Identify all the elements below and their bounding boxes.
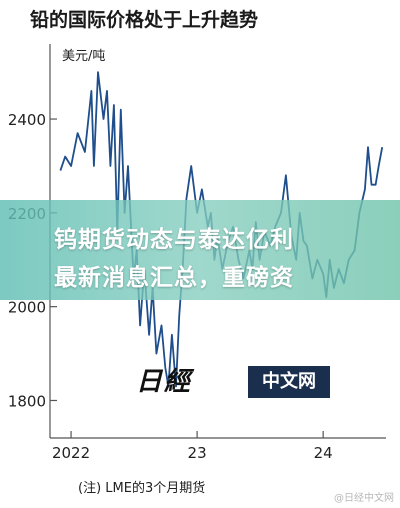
y-axis-unit-label: 美元/吨	[62, 49, 105, 64]
y-tick-label: 1800	[8, 392, 46, 410]
chart-footnote: (注) LME的3个月期货	[78, 480, 205, 496]
x-tick-label: 2022	[52, 444, 90, 462]
overlay-banner	[0, 200, 400, 300]
chart-title: 铅的国际价格处于上升趋势	[30, 8, 258, 31]
nikkei-kanji-text: 日經	[136, 367, 193, 397]
nikkei-logo: 日經 中文网	[132, 364, 332, 400]
x-axis: 2022 23 24	[52, 431, 333, 462]
overlay-headline-line-2: 最新消息汇总，重磅资	[54, 265, 294, 291]
logo-box-label: 中文网	[248, 366, 330, 398]
overlay-headline-line-1: 钨期货动态与泰达亿利	[54, 227, 294, 253]
nikkei-kanji-logo: 日經	[132, 364, 248, 400]
watermark: @日经中文网	[334, 493, 394, 504]
x-tick-label: 23	[188, 444, 207, 462]
x-tick-label: 24	[314, 444, 333, 462]
y-tick-label: 2000	[8, 299, 46, 317]
y-tick-label: 2400	[8, 111, 46, 129]
